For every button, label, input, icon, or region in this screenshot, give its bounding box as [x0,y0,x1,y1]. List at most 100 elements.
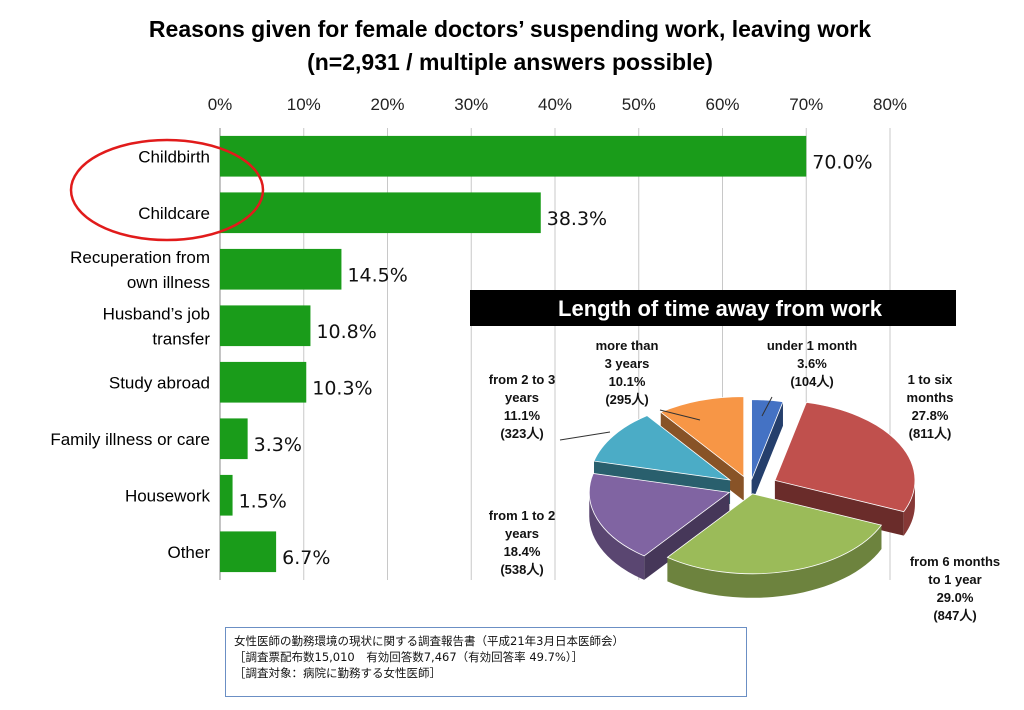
bar [220,474,233,516]
slice-top [751,399,784,480]
bar [220,305,311,347]
x-tick-label: 40% [538,95,572,114]
category-label: Family illness or care [50,430,210,449]
pie-slice [588,473,731,580]
pie-slice-label: under 1 month 3.6% (104人) [767,338,857,389]
pie-label-line: (847人) [933,608,976,623]
slice-top [588,473,731,557]
bar [220,418,248,460]
bar-series [220,135,807,573]
slice-top [593,415,732,481]
pie-label-line: (538人) [500,562,543,577]
category-label: transfer [152,329,210,348]
category-label: Childbirth [138,147,210,166]
x-axis-ticks: 0% 10% 20% 30% 40% 50% 60% 70% 80% [208,95,907,114]
x-tick-label: 10% [287,95,321,114]
pie-chart: Length of time away from work under 1 mo… [470,290,1000,623]
pie-label-line: 29.0% [937,590,974,605]
x-tick-label: 60% [705,95,739,114]
slice-edge [903,480,915,536]
pie-label-line: from 6 months [910,554,1000,569]
pie-label-line: from 2 to 3 [489,372,555,387]
source-line: ［調査対象：病院に勤務する女性医師］ [234,666,441,680]
slice-edge [667,525,882,598]
source-line: ［調査票配布数15,010 有効回答数7,467（有効回答率 49.7%）］ [234,650,584,664]
slice-top [666,493,883,575]
data-label: 10.8% [316,321,376,343]
pie-slice [751,399,784,504]
leader-line [761,396,773,417]
pie-label-line: (104人) [790,374,833,389]
highlight-ellipse [69,138,265,242]
pie-slice-label: more than 3 years 10.1% (295人) [596,338,659,407]
pie-label-line: 1 to six [908,372,954,387]
pie-label-line: months [907,390,954,405]
pie-label-line: to 1 year [928,572,981,587]
data-label: 70.0% [812,151,872,173]
x-tick-label: 80% [873,95,907,114]
slice-edge [589,492,645,580]
x-tick-label: 50% [622,95,656,114]
pie-slice [593,415,732,505]
pie-label-line: 3 years [605,356,650,371]
x-tick-label: 20% [370,95,404,114]
x-tick-label: 70% [789,95,823,114]
pie-label-line: (811人) [909,426,952,441]
data-label: 1.5% [239,490,287,512]
pie-slices [588,396,916,598]
pie-label-line: 3.6% [797,356,827,371]
pie-slice-label: from 1 to 2 years 18.4% (538人) [489,508,555,577]
category-label: Study abroad [109,373,210,392]
category-label: Housework [125,486,211,505]
source-line: 女性医師の勤務環境の現状に関する調査報告書（平成21年3月日本医師会） [234,634,624,648]
data-label: 6.7% [282,547,330,569]
pie-title-box [470,290,956,326]
slice-top [774,401,916,513]
value-labels: 70.0% 38.3% 14.5% 10.8% 10.3% 3.3% 1.5% 6.7% [239,151,873,569]
data-label: 3.3% [254,434,302,456]
pie-label-line: 10.1% [609,374,646,389]
pie-slice [666,493,883,598]
pie-title: Length of time away from work [558,296,883,321]
pie-slice-label: 1 to six months 27.8% (811人) [907,372,954,441]
slice-wall [751,401,783,504]
data-label: 10.3% [312,377,372,399]
category-label: Other [167,543,210,562]
pie-slice-label: from 2 to 3 years 11.1% (323人) [489,372,555,441]
pie-slice-label: from 6 months to 1 year 29.0% (847人) [910,554,1000,623]
pie-label-line: 11.1% [504,408,541,423]
category-label: own illness [127,273,210,292]
pie-label-line: (323人) [500,426,543,441]
x-tick-label: 30% [454,95,488,114]
category-label: Recuperation from [70,248,210,267]
chart-title: Reasons given for female doctors’ suspen… [149,16,871,42]
slice-wall [644,492,730,580]
category-labels: Childbirth Childcare Recuperation from own … [50,147,210,562]
pie-label-line: (295人) [605,392,648,407]
pie-label-line: 18.4% [504,544,541,559]
leader-line [559,431,611,441]
category-label: Husband’s job [103,304,210,323]
pie-label-line: more than [596,338,659,353]
pie-leader-lines [559,396,773,441]
chart-subtitle: (n=2,931 / multiple answers possible) [307,49,713,75]
pie-labels: under 1 month 3.6% (104人) 1 to six months 27.… [489,338,1000,623]
source-box: 女性医師の勤務環境の現状に関する調査報告書（平成21年3月日本医師会） ［調査票… [225,627,747,697]
pie-slice [774,401,916,536]
bar [220,248,342,290]
bar [220,135,807,177]
pie-label-line: years [505,526,539,541]
pie-label-line: under 1 month [767,338,857,353]
leader-line [659,409,701,421]
bar [220,361,307,403]
bar [220,192,541,234]
slice-wall [774,480,904,536]
x-tick-label: 0% [208,95,233,114]
pie-label-line: years [505,390,539,405]
data-label: 14.5% [347,264,407,286]
category-label: Childcare [138,204,210,223]
pie-label-line: 27.8% [912,408,949,423]
pie-label-line: from 1 to 2 [489,508,555,523]
